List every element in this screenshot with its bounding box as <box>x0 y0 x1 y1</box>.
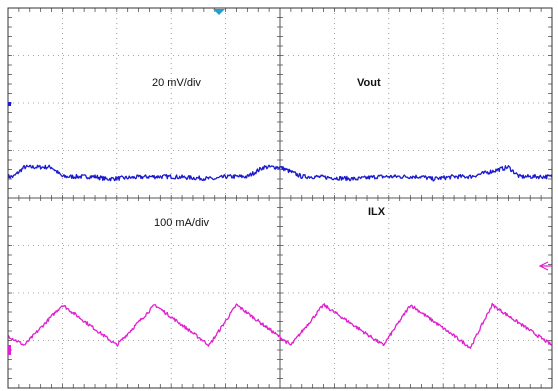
plot-border <box>7 7 553 389</box>
trace-vout <box>7 164 553 182</box>
traces <box>7 164 553 349</box>
vout-series-label: Vout <box>357 77 381 89</box>
vout-scale-label: 20 mV/div <box>152 77 201 89</box>
ilx-channel-marker <box>8 345 11 355</box>
vout-channel-marker <box>8 102 11 106</box>
ilx-scale-label: 100 mA/div <box>154 217 210 229</box>
trigger-position-marker <box>213 9 225 15</box>
trace-ilx <box>7 302 552 349</box>
ilx-series-label: ILX <box>368 206 386 218</box>
grid <box>7 7 553 389</box>
